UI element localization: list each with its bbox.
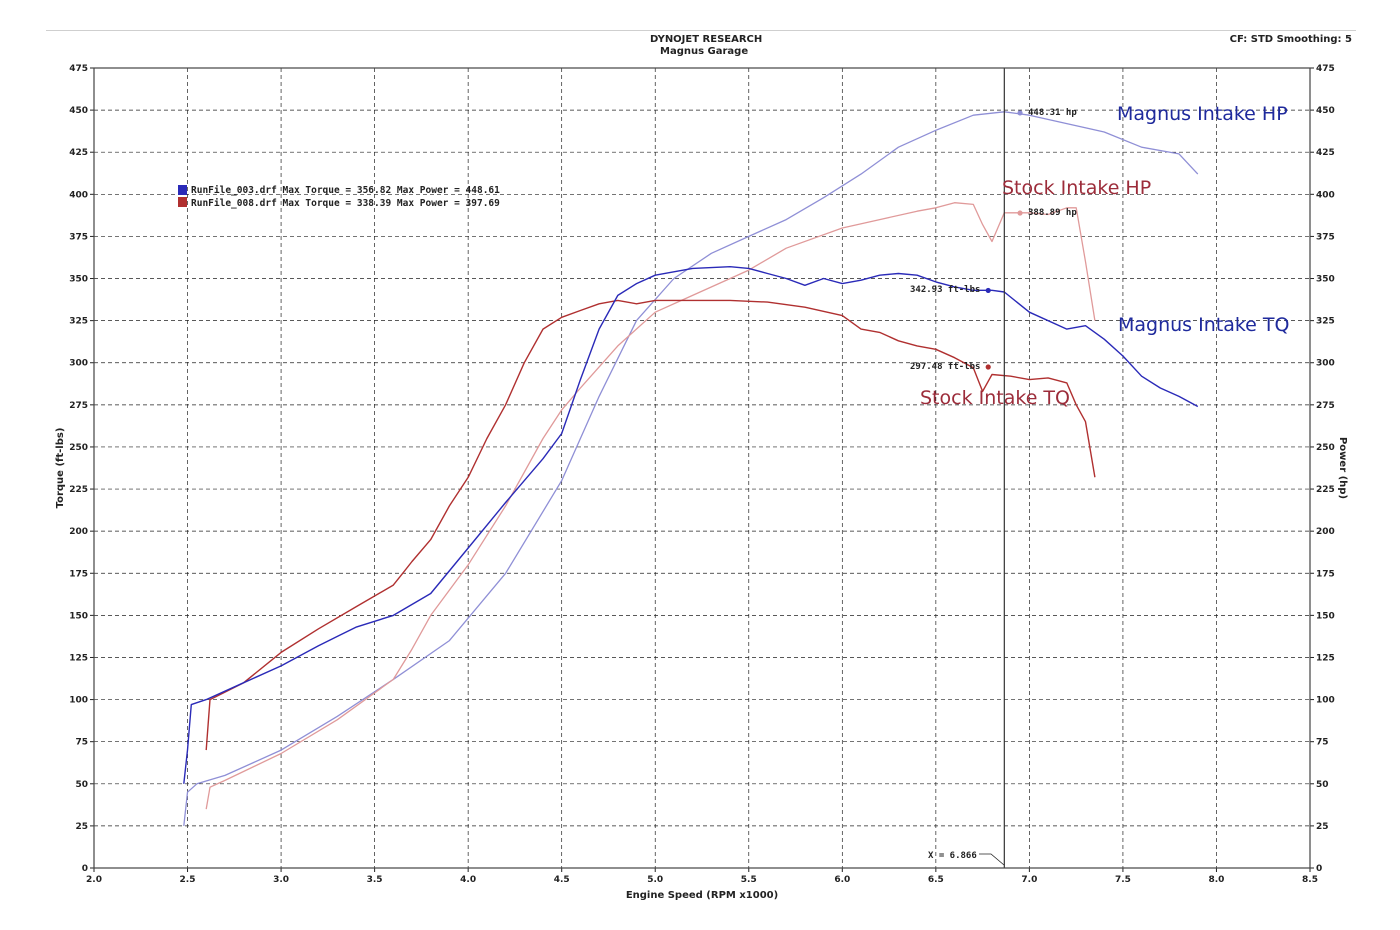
label-stock-tq: Stock Intake TQ [920, 387, 1070, 409]
y2-tick-label: 400 [1316, 190, 1335, 200]
y-tick-label: 100 [69, 696, 88, 706]
chart-title: DYNOJET RESEARCH [650, 34, 763, 45]
y-tick-label: 175 [69, 569, 88, 579]
cursor-callout-leader [979, 853, 1005, 866]
legend: RunFile_003.drf Max Torque = 356.82 Max … [178, 185, 500, 209]
y-tick-label: 25 [75, 822, 88, 832]
x-tick-label: 8.5 [1302, 875, 1318, 885]
legend-entry-stock: RunFile_008.drf Max Torque = 338.39 Max … [191, 198, 500, 209]
series-line-magnus-tq [183, 265, 1199, 784]
cursor-marker-magnus-hp [1017, 110, 1023, 116]
x-tick-label: 2.5 [180, 875, 196, 885]
y2-tick-label: 75 [1316, 738, 1329, 748]
y2-tick-label: 150 [1316, 611, 1335, 621]
annotation-magnus-hp: 448.31 hp [1028, 108, 1077, 118]
y2-tick-label: 200 [1316, 527, 1335, 537]
y-tick-label: 200 [69, 527, 88, 537]
series-line-stock-tq [205, 299, 1096, 751]
y-tick-label: 150 [69, 611, 88, 621]
label-magnus-hp: Magnus Intake HP [1117, 103, 1288, 125]
y2-tick-label: 250 [1316, 443, 1335, 453]
legend-swatch-stock [178, 197, 187, 207]
y2-tick-label: 325 [1316, 317, 1335, 327]
annotation-stock-hp: 388.89 hp [1028, 208, 1077, 218]
x-tick-label: 3.5 [367, 875, 383, 885]
y2-tick-label: 350 [1316, 275, 1335, 285]
y2-tick-label: 450 [1316, 106, 1335, 116]
x-tick-label: 4.5 [554, 875, 570, 885]
y-tick-label: 450 [69, 106, 88, 116]
y2-tick-label: 475 [1316, 64, 1335, 74]
legend-swatch-magnus [178, 185, 187, 195]
chart-subtitle: Magnus Garage [660, 46, 749, 57]
y-tick-label: 125 [69, 653, 88, 663]
annotation-stock-tq: 297.48 ft-lbs [910, 362, 980, 372]
y-tick-label: 425 [69, 148, 88, 158]
y-tick-label: 75 [75, 738, 88, 748]
x-tick-label: 6.0 [834, 875, 850, 885]
x-tick-label: 3.0 [273, 875, 289, 885]
label-stock-hp: Stock Intake HP [1002, 177, 1151, 199]
settings-readout: CF: STD Smoothing: 5 [1229, 34, 1352, 45]
y-tick-label: 275 [69, 401, 88, 411]
annotation-cursor: X = 6.866 [928, 851, 977, 861]
annotations: 448.31 hp 388.89 hp 342.93 ft-lbs 297.48… [910, 108, 1077, 866]
y-tick-label: 300 [69, 359, 88, 369]
axes: 2.0 2.5 3.0 3.5 4.0 4.5 5.0 5.5 6.0 6.5 7.0 7.5 8.0 8… [55, 64, 1348, 901]
y-axis-title: Torque (ft-lbs) [55, 428, 66, 509]
y2-tick-label: 425 [1316, 148, 1335, 158]
y-tick-label: 225 [69, 485, 88, 495]
x-tick-label: 7.5 [1115, 875, 1131, 885]
series-line-magnus-hp [183, 111, 1199, 826]
y-tick-label: 475 [69, 64, 88, 74]
series-labels: Magnus Intake HP Stock Intake HP Magnus … [920, 103, 1289, 409]
cursor-marker-stock-hp [1017, 210, 1023, 216]
y2-tick-label: 375 [1316, 232, 1335, 242]
series-lines [183, 68, 1199, 868]
y2-tick-label: 100 [1316, 696, 1335, 706]
x-tick-label: 6.5 [928, 875, 944, 885]
x-tick-label: 8.0 [1208, 875, 1224, 885]
y2-tick-label: 225 [1316, 485, 1335, 495]
y-tick-label: 350 [69, 275, 88, 285]
y2-tick-label: 25 [1316, 822, 1329, 832]
x-tick-label: 4.0 [460, 875, 476, 885]
x-tick-label: 7.0 [1021, 875, 1037, 885]
y-tick-label: 400 [69, 190, 88, 200]
y2-tick-label: 0 [1316, 864, 1322, 874]
dyno-chart: 2.0 2.5 3.0 3.5 4.0 4.5 5.0 5.5 6.0 6.5 7.0 7.5 8.0 8… [55, 64, 1348, 901]
y-tick-label: 0 [82, 864, 88, 874]
cursor-marker-magnus-tq [985, 287, 991, 294]
x-axis-title: Engine Speed (RPM x1000) [626, 890, 778, 901]
y2-tick-label: 275 [1316, 401, 1335, 411]
cursor-marker-stock-tq [985, 364, 991, 370]
legend-entry-magnus: RunFile_003.drf Max Torque = 356.82 Max … [191, 185, 500, 196]
x-tick-label: 2.0 [86, 875, 102, 885]
label-magnus-tq: Magnus Intake TQ [1118, 314, 1289, 336]
y2-tick-label: 175 [1316, 569, 1335, 579]
y-tick-label: 250 [69, 443, 88, 453]
y2-axis-title: Power (hp) [1337, 437, 1348, 499]
annotation-magnus-tq: 342.93 ft-lbs [910, 285, 980, 295]
y-tick-label: 325 [69, 317, 88, 327]
y-tick-label: 50 [75, 780, 88, 790]
y2-tick-label: 125 [1316, 653, 1335, 663]
plot-border [93, 67, 1311, 869]
y2-tick-label: 50 [1316, 780, 1329, 790]
x-tick-label: 5.5 [741, 875, 757, 885]
y-tick-label: 375 [69, 232, 88, 242]
dyno-chart-frame: DYNOJET RESEARCH Magnus Garage CF: STD S… [46, 30, 1356, 907]
x-tick-label: 5.0 [647, 875, 663, 885]
y2-tick-label: 300 [1316, 359, 1335, 369]
grid [94, 68, 1310, 868]
